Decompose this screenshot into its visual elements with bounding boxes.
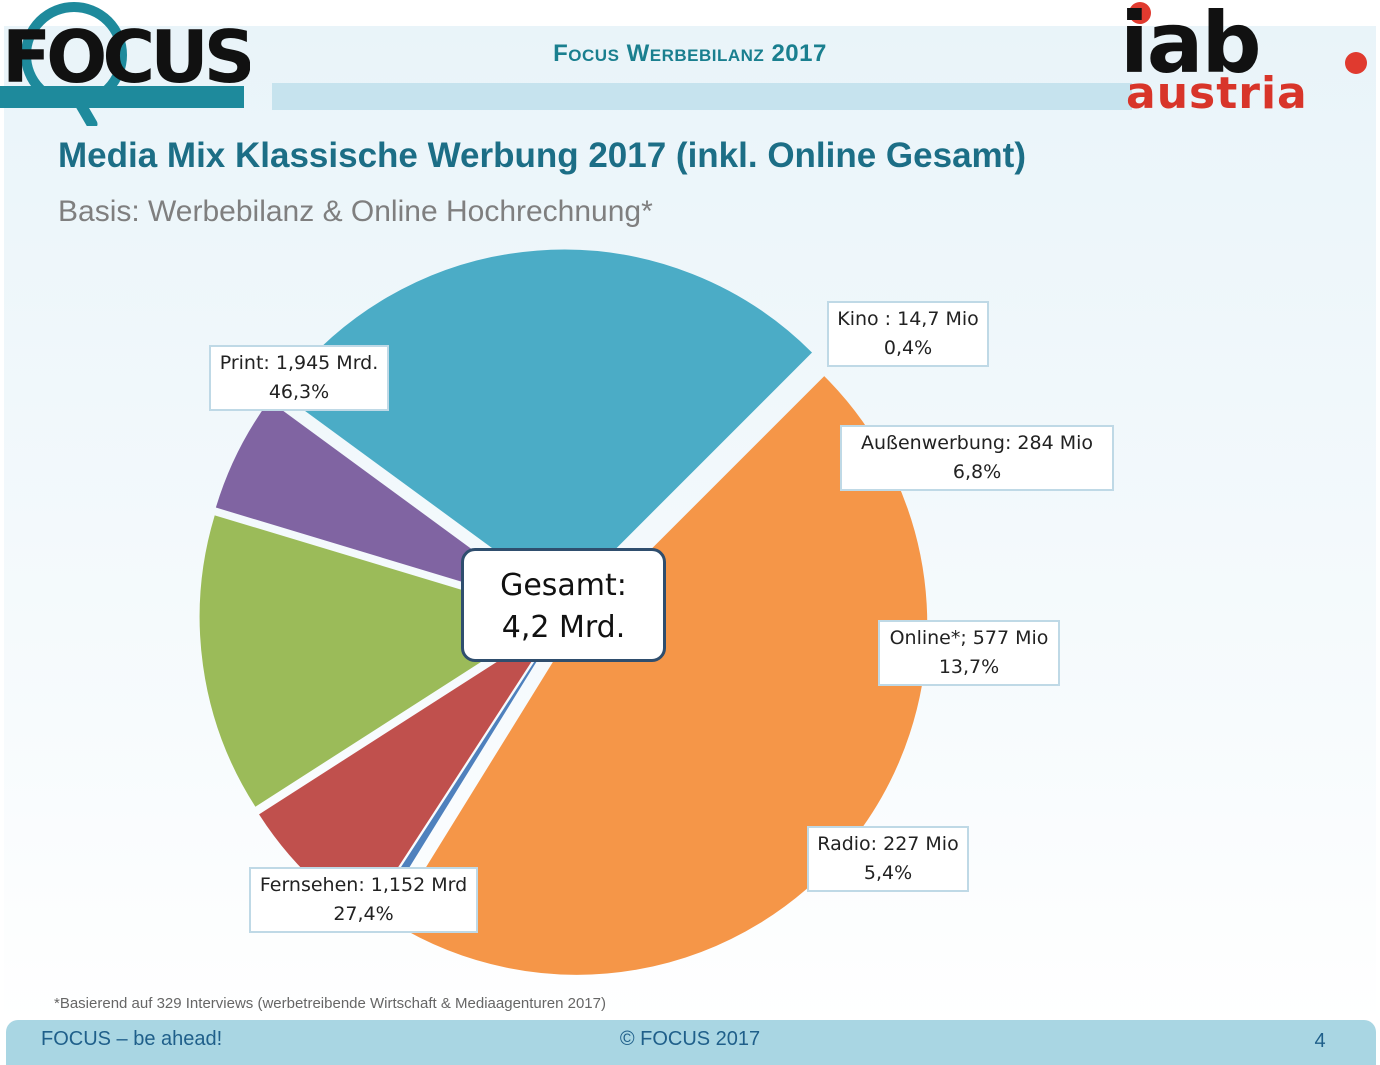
page-number: 4: [1314, 1030, 1326, 1052]
slice-label-kino-value: Kino : 14,7 Mio: [837, 308, 979, 330]
slice-label-aussenwerbung-percent: 6,8%: [952, 461, 1002, 483]
slice-label-radio-value: Radio: 227 Mio: [817, 833, 959, 855]
footnote: *Basierend auf 329 Interviews (werbetrei…: [54, 995, 606, 1012]
total-label-title: Gesamt:: [500, 568, 627, 603]
slice-label-print-value: Print: 1,945 Mrd.: [219, 352, 379, 374]
slice-label-aussenwerbung: Außenwerbung: 284 Mio 6,8%: [840, 425, 1114, 491]
focus-logo: FOCUS: [0, 2, 250, 126]
total-label-value: 4,2 Mrd.: [501, 610, 626, 645]
iab-logo-text: iab: [1120, 0, 1260, 92]
footer-tagline: FOCUS – be ahead!: [41, 1028, 223, 1050]
slice-label-radio: Radio: 227 Mio 5,4%: [807, 826, 969, 892]
slice-label-print-percent: 46,3%: [268, 381, 330, 403]
slice-label-kino-percent: 0,4%: [883, 337, 933, 359]
slice-label-radio-percent: 5,4%: [863, 862, 913, 884]
page-title: Media Mix Klassische Werbung 2017 (inkl.…: [58, 136, 1026, 175]
slice-label-fernsehen-percent: 27,4%: [333, 903, 394, 925]
footer-bar: [6, 1020, 1376, 1065]
brand-title: Focus Werbebilanz 2017: [553, 40, 827, 67]
slice-label-online: Online*; 577 Mio 13,7%: [878, 620, 1060, 686]
total-label-box: Gesamt: 4,2 Mrd.: [461, 548, 666, 662]
slice-label-kino: Kino : 14,7 Mio 0,4%: [827, 301, 989, 367]
header-band: [272, 83, 1132, 110]
footer-copyright: © FOCUS 2017: [619, 1028, 761, 1050]
slice-label-aussenwerbung-value: Außenwerbung: 284 Mio: [860, 432, 1094, 454]
pie-slice-online: [199, 515, 552, 807]
focus-logo-text: FOCUS: [2, 15, 250, 99]
slice-label-fernsehen: Fernsehen: 1,152 Mrd 27,4%: [249, 867, 478, 933]
slice-label-fernsehen-value: Fernsehen: 1,152 Mrd: [259, 874, 468, 896]
slice-label-print: Print: 1,945 Mrd. 46,3%: [209, 345, 389, 411]
slice-label-online-percent: 13,7%: [938, 656, 1000, 678]
pie-slice-fernsehen: [280, 249, 813, 601]
iab-austria-logo: iab austria: [1120, 0, 1367, 112]
austria-logo-text: austria: [1126, 68, 1308, 112]
slice-label-online-value: Online*; 577 Mio: [889, 627, 1049, 649]
page-subtitle: Basis: Werbebilanz & Online Hochrechnung…: [58, 195, 653, 228]
